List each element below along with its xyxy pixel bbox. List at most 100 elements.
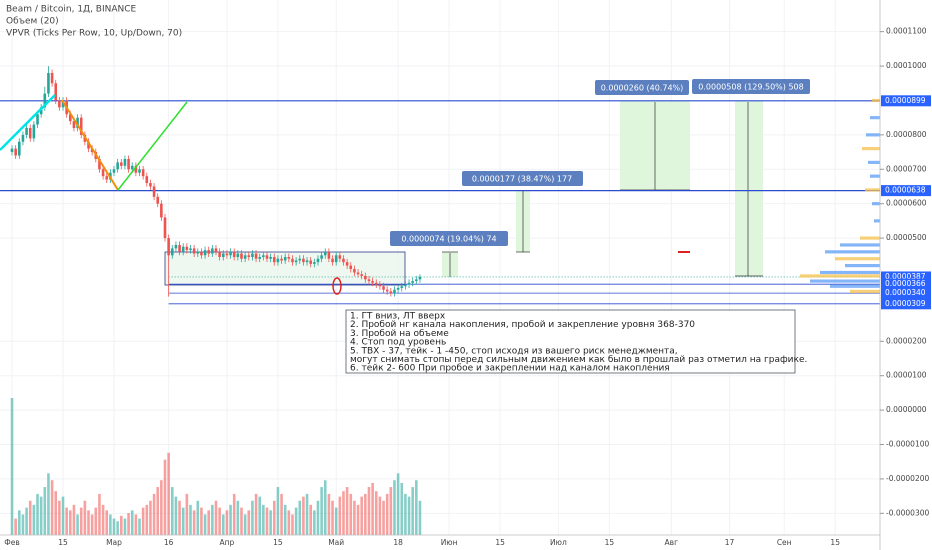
candle-body <box>371 281 374 283</box>
candle-body <box>305 260 309 263</box>
candle-body <box>360 274 363 276</box>
vpvr-row <box>810 279 880 283</box>
candle-body <box>192 248 196 254</box>
volume-bar <box>323 480 327 535</box>
volume-bar <box>211 504 214 535</box>
candle-body <box>320 255 323 259</box>
vpvr-row <box>870 174 880 178</box>
volume-bar <box>353 500 356 535</box>
volume-bar <box>32 504 36 535</box>
volume-bar <box>229 504 232 535</box>
volume-bar <box>58 500 61 535</box>
volume-bar <box>243 514 247 535</box>
volume-bar <box>411 487 414 535</box>
candle-body <box>323 251 327 256</box>
vpvr-row <box>865 188 880 192</box>
volume-bar <box>43 487 47 535</box>
axes: Фев 15 Мар 16 Апр 15 Май 18 Июн 15 Июл 15 Авг 17 Сен 15… <box>4 27 929 547</box>
vpvr-row <box>850 289 880 294</box>
candle-body <box>313 262 316 264</box>
y-tick-label: 0.0000100 <box>886 371 927 380</box>
vpvr-row <box>845 264 880 268</box>
candle-body <box>156 196 160 204</box>
note-line: 2. Пробой нг канала накопления, пробой и… <box>350 320 695 330</box>
candle-body <box>225 253 229 256</box>
vpvr-row <box>870 116 880 120</box>
volume-bar <box>196 500 200 535</box>
volume-bar <box>76 514 79 535</box>
x-tick-label: 15 <box>495 538 505 547</box>
volume-bar <box>101 504 105 535</box>
candle-body <box>404 284 407 287</box>
volume-bar <box>221 514 225 535</box>
volume-bar <box>61 496 65 535</box>
marker-ellipse <box>332 277 342 295</box>
candle-body <box>291 258 294 263</box>
candle-body <box>247 255 251 258</box>
label-box <box>595 80 689 95</box>
x-tick-label: 16 <box>164 538 174 547</box>
volume-bar <box>192 510 196 535</box>
volume-bar <box>189 504 192 535</box>
candle-body <box>418 276 422 280</box>
y-tick-label: 0.0000700 <box>886 164 927 173</box>
candle-body <box>353 269 356 273</box>
volume-bar <box>203 514 207 535</box>
volume-bar <box>305 493 309 535</box>
vpvr-row <box>800 274 880 278</box>
x-tick-label: Июн <box>441 538 458 547</box>
candle-body <box>396 287 400 290</box>
volume-bar <box>418 500 422 535</box>
volume-bar <box>327 493 331 535</box>
volume-bar <box>240 507 243 535</box>
chart-title: Beam / Bitcoin, 1Д, BINANCE <box>6 5 137 15</box>
note-box <box>345 309 796 374</box>
volume-bar <box>14 518 17 535</box>
volume-bar <box>112 518 116 535</box>
volume-bar <box>374 491 378 535</box>
candle-body <box>54 83 58 101</box>
volume-bar <box>342 491 345 535</box>
candle-body <box>382 286 385 290</box>
volume-bar <box>130 510 134 535</box>
candle-body <box>178 244 181 252</box>
candle-body <box>309 260 312 264</box>
x-tick-label: 15 <box>605 538 615 547</box>
volume-bar <box>160 480 163 535</box>
volume-bar <box>25 507 28 535</box>
candle-body <box>415 279 418 282</box>
note-line: могут снимать стопы перед сильным движен… <box>350 355 807 365</box>
volume-bar <box>123 518 127 535</box>
volume-bar <box>174 496 178 535</box>
y-tick-label: -0.0000300 <box>886 508 929 517</box>
vpvr-row <box>840 243 880 247</box>
price-tag-label: 0.0000366 <box>885 279 926 288</box>
volume-bar <box>119 515 123 535</box>
candle-body <box>269 257 272 259</box>
measure-area <box>735 101 763 276</box>
volume-bar <box>87 510 90 535</box>
x-tick-label: 17 <box>725 538 735 547</box>
candle-body <box>302 258 305 263</box>
volume-bar <box>302 496 305 535</box>
candle-body <box>229 251 232 256</box>
candle-body <box>294 260 298 263</box>
candle-body <box>211 248 214 254</box>
volume-bar <box>232 493 236 535</box>
candle-body <box>123 158 127 166</box>
volume-bar <box>54 491 58 535</box>
volume-bar <box>181 507 185 535</box>
volume-bar <box>83 500 87 535</box>
x-tick-label: Сен <box>777 538 792 547</box>
volume-bar <box>152 493 156 535</box>
x-tick-label: Мар <box>106 538 122 547</box>
y-tick-label: 0.0001000 <box>886 61 927 70</box>
volume-bar <box>349 493 353 535</box>
volume-bar <box>265 507 269 535</box>
candle-body <box>218 251 221 258</box>
volume-bar <box>98 493 101 535</box>
candle-body <box>61 100 65 108</box>
candle-body <box>342 258 345 263</box>
candle-body <box>10 148 14 153</box>
volume-bar <box>170 487 174 535</box>
